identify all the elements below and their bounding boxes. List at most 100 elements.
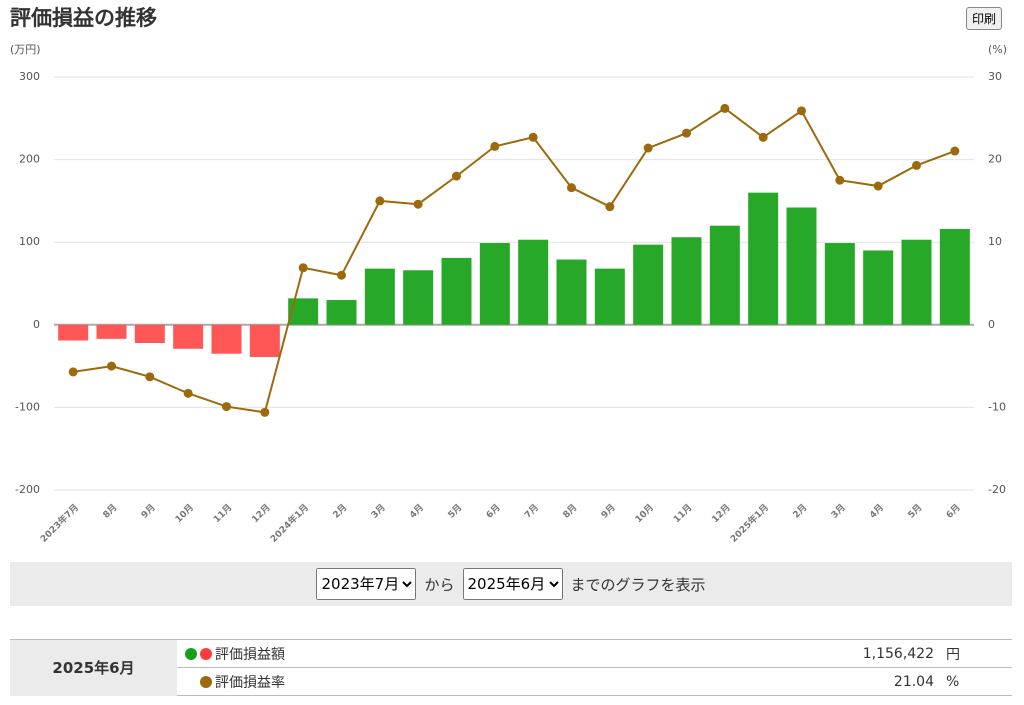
x-tick-label: 10月 bbox=[633, 502, 656, 525]
bar bbox=[824, 243, 855, 325]
bar bbox=[786, 207, 817, 325]
line-marker bbox=[145, 372, 155, 382]
x-tick-label: 5月 bbox=[446, 502, 465, 521]
rate: 21.04 bbox=[728, 667, 940, 696]
y2-tick-label: -10 bbox=[988, 400, 1006, 413]
bar bbox=[709, 225, 740, 325]
summary-table: 2025年6月 評価損益額 1,156,422 円 評価損益率 21.04 % bbox=[10, 639, 1012, 696]
legend-dot bbox=[200, 647, 212, 660]
y-tick-label: 100 bbox=[19, 235, 40, 248]
x-tick-label: 9月 bbox=[139, 502, 158, 521]
bar bbox=[518, 239, 549, 325]
line-marker bbox=[183, 388, 193, 398]
bar bbox=[288, 298, 319, 325]
y-tick-label: 200 bbox=[19, 153, 40, 166]
rate-label-cell: 評価損益率 bbox=[177, 667, 728, 696]
amount: 1,156,422 bbox=[728, 639, 940, 668]
bar bbox=[211, 324, 242, 354]
x-tick-label: 10月 bbox=[173, 502, 196, 525]
x-tick-label: 12月 bbox=[710, 502, 733, 525]
bar bbox=[364, 268, 395, 325]
bar bbox=[633, 244, 664, 325]
bar bbox=[479, 243, 510, 325]
legend-dot bbox=[200, 675, 212, 688]
x-tick-label: 2月 bbox=[331, 502, 350, 521]
y-tick-label: 0 bbox=[33, 318, 40, 331]
line-marker bbox=[835, 175, 845, 185]
range-suffix: までのグラフを表示 bbox=[570, 575, 706, 594]
line-marker bbox=[337, 270, 346, 280]
bar bbox=[326, 300, 357, 325]
x-tick-label: 2024年1月 bbox=[268, 501, 311, 544]
line-marker bbox=[490, 141, 500, 151]
chart: (万円) (%) -200-1000100200300-20-100102030… bbox=[10, 43, 1007, 545]
x-tick-label: 2025年1月 bbox=[728, 501, 771, 544]
period: 2025年6月 bbox=[10, 639, 177, 696]
line-marker bbox=[222, 402, 231, 412]
x-tick-label: 9月 bbox=[599, 502, 618, 521]
to-select[interactable]: 2025年6月 bbox=[462, 568, 563, 600]
from-select[interactable]: 2023年7月 bbox=[316, 568, 417, 600]
amount-label: 評価損益額 bbox=[215, 646, 285, 663]
bar bbox=[939, 228, 970, 325]
y2-tick-label: 10 bbox=[988, 235, 1002, 248]
page-title: 評価損益の推移 bbox=[10, 6, 157, 30]
line-marker bbox=[605, 202, 615, 212]
line-marker bbox=[107, 361, 116, 371]
legend-dot bbox=[185, 647, 197, 660]
line-marker bbox=[950, 146, 960, 156]
y2-tick-label: 20 bbox=[988, 153, 1002, 166]
y-axis-label: (万円) bbox=[10, 43, 41, 56]
line-marker bbox=[720, 103, 730, 113]
bar bbox=[58, 324, 89, 341]
line bbox=[73, 107, 956, 414]
line-marker bbox=[873, 181, 883, 191]
line-marker bbox=[68, 367, 78, 377]
bar bbox=[748, 192, 779, 325]
bar bbox=[556, 259, 587, 325]
x-tick-label: 6月 bbox=[944, 502, 963, 521]
line-marker bbox=[375, 196, 385, 206]
line-marker bbox=[758, 132, 768, 142]
range-connector: から bbox=[424, 575, 455, 594]
rate-unit: % bbox=[940, 667, 1012, 696]
x-tick-label: 2月 bbox=[791, 502, 810, 521]
x-tick-label: 5月 bbox=[906, 502, 925, 521]
y-tick-label: -200 bbox=[15, 483, 40, 496]
rate-label: 評価損益率 bbox=[215, 674, 285, 691]
y2-axis-label: (%) bbox=[988, 43, 1007, 56]
line-marker bbox=[413, 199, 423, 209]
x-tick-label: 4月 bbox=[407, 502, 426, 521]
line-marker bbox=[682, 128, 691, 138]
x-tick-label: 11月 bbox=[211, 502, 234, 525]
bar bbox=[671, 237, 702, 325]
bar bbox=[403, 270, 434, 325]
bar bbox=[594, 268, 625, 325]
x-tick-label: 12月 bbox=[250, 502, 273, 525]
line-marker bbox=[643, 143, 653, 153]
x-tick-label: 11月 bbox=[671, 502, 694, 525]
bar bbox=[863, 250, 894, 325]
bar bbox=[134, 324, 165, 343]
y-tick-label: 300 bbox=[19, 70, 40, 83]
y2-tick-label: -20 bbox=[988, 483, 1006, 496]
x-tick-label: 8月 bbox=[561, 502, 580, 521]
x-tick-label: 4月 bbox=[867, 502, 886, 521]
y2-tick-label: 30 bbox=[988, 70, 1002, 83]
x-tick-label: 2023年7月 bbox=[38, 501, 81, 544]
line-marker bbox=[260, 407, 270, 417]
x-tick-label: 8月 bbox=[101, 502, 120, 521]
print-button[interactable]: 印刷 bbox=[966, 7, 1003, 30]
x-tick-label: 3月 bbox=[369, 502, 388, 521]
y-tick-label: -100 bbox=[15, 400, 40, 413]
x-tick-label: 3月 bbox=[829, 502, 848, 521]
range-bar: 2023年7月 から 2025年6月 までのグラフを表示 bbox=[10, 562, 1012, 606]
bar bbox=[441, 257, 472, 325]
line-marker bbox=[452, 171, 461, 181]
amount-unit: 円 bbox=[940, 639, 1012, 668]
line-marker bbox=[298, 263, 308, 273]
line-marker bbox=[567, 183, 576, 193]
y2-tick-label: 0 bbox=[988, 318, 995, 331]
line-marker bbox=[912, 160, 921, 170]
